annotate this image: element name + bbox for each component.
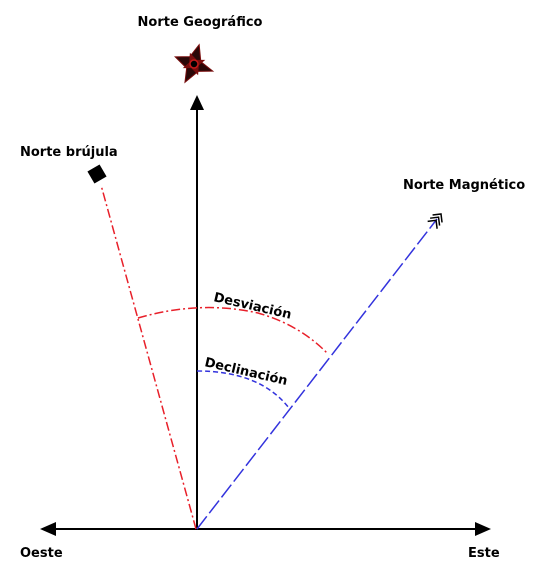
deviation-arc [138,308,328,354]
square-marker-icon [87,164,106,183]
north-compass-label: Norte brújula [20,145,118,160]
north-geographic-label: Norte Geográfico [138,15,263,30]
north-magnetic-label: Norte Magnético [403,178,525,193]
triple-chevron-arrow-icon [428,210,446,228]
compass-rose-icon [170,40,219,89]
declination-label: Declinación [203,355,289,389]
geographic-north-arrowhead [190,95,204,110]
west-arrowhead [40,522,56,536]
east-label: Este [468,546,500,561]
east-arrowhead [475,522,491,536]
deviation-label: Desviación [212,290,293,322]
compass-north-line [101,185,196,529]
west-label: Oeste [20,546,63,561]
